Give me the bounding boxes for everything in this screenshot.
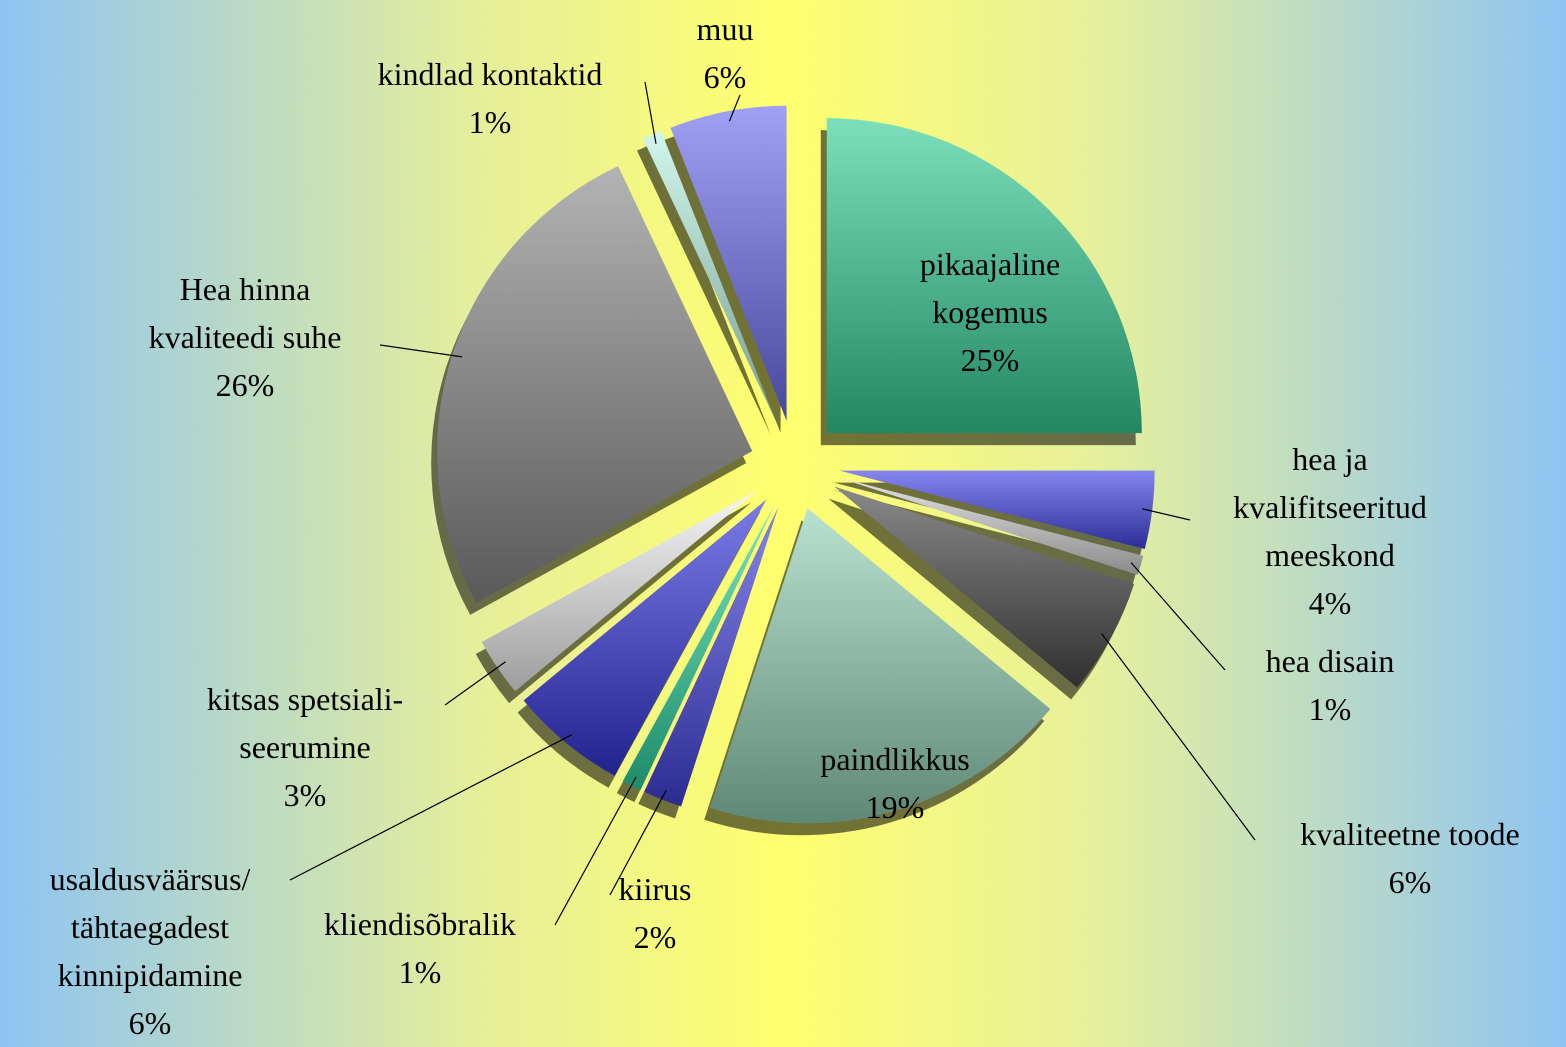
value-label: 1% xyxy=(468,104,512,140)
leader-line xyxy=(1101,633,1256,841)
category-label: kliendisõbralik xyxy=(324,906,516,942)
leader-line xyxy=(609,790,667,896)
slice-shade xyxy=(643,130,778,424)
category-label: pikaajaline kogemus xyxy=(919,246,1061,330)
category-label: Hea hinna kvaliteedi suhe xyxy=(148,271,342,355)
value-label: 2% xyxy=(633,919,677,955)
leader-line xyxy=(554,776,637,926)
slice-label: muu 6% xyxy=(697,5,754,101)
slice-depth xyxy=(637,142,772,436)
category-label: usaldusväärsus/ tähtaegadest kinnipidami… xyxy=(49,861,251,993)
slice-label: Hea hinna kvaliteedi suhe 26% xyxy=(149,265,342,409)
value-label: 6% xyxy=(128,1005,172,1041)
value-label: 1% xyxy=(398,954,442,990)
slice-shade xyxy=(710,508,1051,824)
slice-label: kvaliteetne toode 6% xyxy=(1300,810,1519,906)
category-label: kitsas spetsiali- seerumine xyxy=(206,681,404,765)
slice-shade xyxy=(838,477,1144,575)
slice-label: pikaajaline kogemus 25% xyxy=(920,240,1060,384)
slice-shade xyxy=(644,506,779,807)
value-label: 19% xyxy=(865,789,925,825)
leader-line xyxy=(644,81,657,144)
category-label: paindlikkus xyxy=(820,741,970,777)
slice-label: hea disain 1% xyxy=(1266,637,1395,733)
slice-shade xyxy=(839,470,1155,549)
category-label: hea disain xyxy=(1265,643,1395,679)
slice-label: kindlad kontaktid 1% xyxy=(378,50,603,146)
value-label: 3% xyxy=(283,777,327,813)
value-label: 1% xyxy=(1308,691,1352,727)
category-label: kindlad kontaktid xyxy=(377,56,603,92)
value-label: 4% xyxy=(1308,585,1352,621)
slice-shade xyxy=(481,490,758,692)
slice-shade xyxy=(670,105,787,421)
leader-line xyxy=(728,94,741,122)
leader-line xyxy=(289,734,573,881)
slice-label: paindlikkus 19% xyxy=(820,735,969,831)
leader-line xyxy=(1130,562,1226,671)
slice-label: usaldusväärsus/ tähtaegadest kinnipidami… xyxy=(50,855,251,1047)
category-label: muu xyxy=(696,11,754,47)
slice-shade xyxy=(826,118,1142,434)
slice-shade xyxy=(834,486,1135,688)
leader-line xyxy=(444,661,506,706)
value-label: 6% xyxy=(1388,864,1432,900)
slice-shade xyxy=(523,499,767,776)
slice-shade xyxy=(622,505,775,791)
value-label: 25% xyxy=(960,342,1020,378)
category-label: kiirus xyxy=(618,871,692,907)
leader-line xyxy=(379,344,463,358)
value-label: 6% xyxy=(703,59,747,95)
slice-label: kiirus 2% xyxy=(619,865,692,961)
slice-label: hea ja kvalifitseeritud meeskond 4% xyxy=(1233,435,1427,627)
value-label: 26% xyxy=(215,367,275,403)
slice-label: kliendisõbralik 1% xyxy=(324,900,516,996)
leader-line xyxy=(1142,508,1191,521)
category-label: kvaliteetne toode xyxy=(1300,816,1520,852)
slice-shade xyxy=(437,166,753,603)
category-label: hea ja kvalifitseeritud meeskond xyxy=(1233,441,1427,573)
slice-label: kitsas spetsiali- seerumine 3% xyxy=(207,675,403,819)
